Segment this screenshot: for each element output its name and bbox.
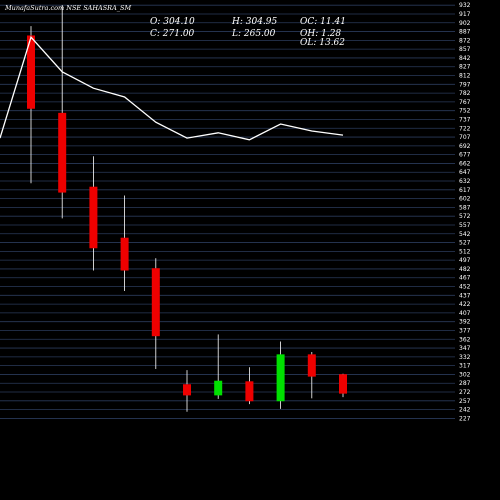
y-tick-label: 467: [459, 275, 471, 282]
y-tick-label: 782: [459, 90, 471, 97]
y-tick-label: 242: [459, 407, 471, 414]
y-tick-label: 932: [459, 2, 471, 9]
oc-value: OC: 11.41: [300, 17, 346, 27]
high-value: H: 304.95: [231, 17, 278, 27]
y-tick-label: 362: [459, 336, 471, 343]
y-tick-label: 317: [459, 363, 471, 370]
y-tick-label: 452: [459, 284, 471, 291]
ol-value: OL: 13.62: [300, 38, 345, 48]
y-tick-label: 707: [459, 134, 471, 141]
close-value: C: 271.00: [150, 29, 195, 39]
y-tick-label: 722: [459, 125, 471, 132]
y-tick-label: 392: [459, 319, 471, 326]
candle-body-down: [307, 354, 316, 377]
y-tick-label: 647: [459, 169, 471, 176]
y-tick-label: 872: [459, 37, 471, 44]
candle-body-down: [120, 237, 129, 271]
candle-body-down: [245, 381, 254, 402]
y-tick-label: 767: [459, 99, 471, 106]
y-tick-label: 887: [459, 29, 471, 36]
y-tick-label: 857: [459, 46, 471, 53]
y-tick-label: 602: [459, 196, 471, 203]
overlay-line: [0, 35, 344, 141]
y-tick-label: 917: [459, 11, 471, 18]
candle-body-down: [151, 268, 160, 337]
y-tick-label: 632: [459, 178, 471, 185]
y-tick-label: 827: [459, 64, 471, 71]
candle-body-up: [276, 354, 285, 402]
grid-lines: [0, 4, 455, 419]
y-tick-label: 737: [459, 116, 471, 123]
oh-value: OH: 1.28: [300, 29, 341, 39]
y-tick-label: 542: [459, 231, 471, 238]
open-value: O: 304.10: [150, 17, 195, 27]
y-tick-label: 617: [459, 187, 471, 194]
candle-body-up: [214, 380, 223, 396]
y-tick-label: 332: [459, 354, 471, 361]
y-tick-label: 497: [459, 257, 471, 264]
y-tick-label: 512: [459, 248, 471, 255]
y-tick-label: 662: [459, 160, 471, 167]
candles: [27, 5, 347, 412]
y-tick-label: 902: [459, 20, 471, 27]
candle-body-down: [27, 35, 35, 109]
y-tick-label: 752: [459, 108, 471, 115]
y-tick-label: 557: [459, 222, 471, 229]
candle-body-down: [58, 112, 67, 193]
y-tick-label: 812: [459, 73, 471, 80]
candle-body-down: [339, 374, 347, 394]
y-tick-label: 527: [459, 240, 471, 247]
y-tick-label: 842: [459, 55, 471, 62]
y-tick-label: 347: [459, 345, 471, 352]
candle-body-down: [183, 384, 191, 396]
y-tick-label: 692: [459, 143, 471, 150]
y-axis-ticks: 9329179028878728578428278127977827677527…: [459, 2, 471, 422]
y-tick-label: 677: [459, 152, 471, 159]
y-tick-label: 437: [459, 292, 471, 299]
y-tick-label: 227: [459, 415, 471, 422]
y-tick-label: 287: [459, 380, 471, 387]
y-tick-label: 587: [459, 204, 471, 211]
y-tick-label: 407: [459, 310, 471, 317]
y-tick-label: 572: [459, 213, 471, 220]
y-tick-label: 272: [459, 389, 471, 396]
y-tick-label: 422: [459, 301, 471, 308]
y-tick-label: 482: [459, 266, 471, 273]
moving-average-line: [0, 35, 344, 141]
y-tick-label: 302: [459, 371, 471, 378]
y-tick-label: 797: [459, 81, 471, 88]
y-tick-label: 377: [459, 327, 471, 334]
low-value: L: 265.00: [231, 29, 276, 39]
chart-title: MunafaSutra.com NSE SAHASRA_SM: [4, 4, 131, 12]
candle-body-down: [89, 186, 98, 249]
y-tick-label: 257: [459, 398, 471, 405]
